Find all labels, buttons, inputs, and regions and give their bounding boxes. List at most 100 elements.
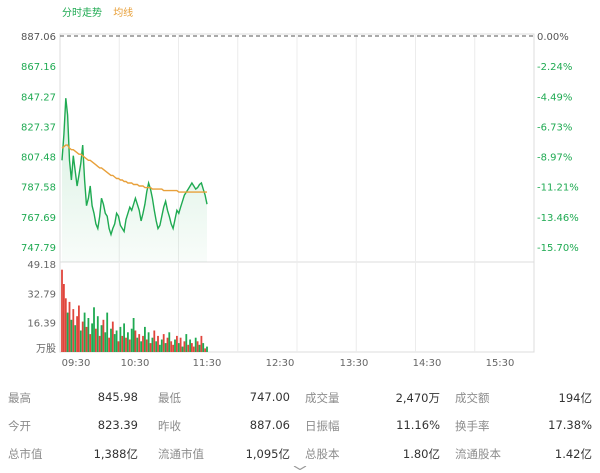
percent-tick-label: -6.73% (537, 122, 572, 133)
volume-bar (172, 344, 174, 352)
price-tick-label: 887.06 (21, 32, 56, 43)
stat-label: 最低 (158, 391, 181, 405)
legend-average: 均线 (113, 8, 134, 19)
percent-tick-label: -15.70% (537, 243, 579, 254)
stats-row: 总市值 1,388亿 流通市值 1,095亿 总股本 1.80亿 流通股本 1.… (0, 440, 600, 468)
volume-bar (117, 341, 120, 352)
volume-bar (181, 346, 184, 352)
stat-value: 845.98 (97, 390, 138, 404)
time-tick-label: 13:30 (340, 358, 369, 369)
price-tick-label: 787.58 (21, 183, 56, 194)
stat-label: 最高 (8, 391, 31, 405)
volume-bar (81, 321, 84, 352)
volume-bar (134, 330, 137, 352)
volume-bar (96, 316, 99, 352)
volume-bar (70, 319, 73, 352)
volume-bar (63, 284, 65, 352)
volume-bar (189, 339, 191, 352)
volume-bar (183, 341, 186, 352)
stat-value: 194亿 (558, 391, 592, 405)
stat-label: 成交额 (455, 391, 490, 405)
volume-bar (166, 337, 169, 352)
stats-row: 今开 823.39 昨收 887.06 日振幅 11.16% 换手率 17.38… (0, 412, 600, 440)
volume-bar (204, 348, 206, 352)
volume-bar (95, 328, 97, 352)
volume-bar (194, 337, 197, 352)
volume-bar (130, 328, 133, 352)
volume-bar (123, 323, 125, 352)
volume-bar (144, 326, 146, 352)
stat-label: 流通市值 (158, 447, 204, 461)
volume-bar (185, 334, 188, 352)
time-tick-label: 14:30 (413, 358, 442, 369)
stat-label: 昨收 (158, 419, 181, 433)
volume-bar (74, 325, 77, 352)
volume-bar (140, 341, 142, 352)
average-line (61, 144, 207, 193)
volume-bar (72, 309, 75, 352)
stat-value: 1.42亿 (554, 447, 592, 461)
volume-bar (157, 335, 159, 352)
stat-value: 747.00 (249, 390, 290, 404)
stat-value: 17.38% (548, 418, 592, 432)
volume-bar (162, 334, 165, 352)
volume-bar (153, 330, 156, 352)
volume-bar (177, 343, 180, 352)
volume-bar (149, 343, 152, 352)
volume-bar (191, 343, 193, 352)
volume-bar (187, 344, 190, 352)
expand-chevron-icon[interactable] (280, 466, 320, 470)
stat-label: 流通股本 (455, 447, 501, 461)
percent-tick-label: 0.00% (537, 32, 569, 43)
volume-bar (61, 269, 63, 352)
volume-bar (155, 341, 158, 352)
volume-bar (98, 335, 101, 352)
volume-bar (108, 337, 110, 352)
volume-bar (174, 339, 176, 352)
price-tick-label: 807.48 (21, 153, 56, 164)
volume-bar (100, 325, 103, 352)
volume-bar (145, 339, 148, 352)
volume-bar (104, 332, 107, 352)
volume-bar (176, 335, 178, 352)
volume-bar (198, 344, 201, 352)
volume-bar (83, 312, 86, 352)
volume-bar (168, 332, 171, 352)
volume-bar (102, 319, 105, 352)
volume-bar (68, 301, 71, 352)
stat-label: 总市值 (8, 447, 43, 461)
volume-bar (196, 341, 199, 352)
price-tick-label: 767.69 (21, 213, 56, 224)
volume-bar (78, 305, 80, 352)
stat-value: 2,470万 (395, 391, 440, 405)
volume-bar (115, 330, 118, 352)
price-line (61, 98, 208, 237)
stat-label: 总股本 (305, 447, 340, 461)
price-tick-label: 827.37 (21, 122, 56, 133)
stats-row: 最高 845.98 最低 747.00 成交量 2,470万 成交额 194亿 (0, 384, 600, 412)
volume-bar (132, 318, 135, 352)
stat-value: 11.16% (396, 418, 440, 432)
volume-bar (89, 334, 92, 352)
stat-value: 823.39 (97, 418, 138, 432)
volume-bar (85, 326, 88, 352)
percent-tick-label: -2.24% (537, 62, 572, 73)
volume-bar (202, 343, 205, 352)
volume-bar (206, 346, 208, 352)
percent-tick-label: -13.46% (537, 213, 579, 224)
time-tick-label: 12:30 (266, 358, 295, 369)
time-tick-label: 15:30 (486, 358, 515, 369)
volume-bar (64, 298, 67, 352)
volume-bar (110, 328, 112, 352)
volume-bar (192, 346, 195, 352)
volume-bar (142, 335, 144, 352)
volume-bar (66, 312, 69, 352)
volume-bar (119, 326, 122, 352)
percent-tick-label: -8.97% (537, 153, 572, 164)
volume-bar (200, 335, 203, 352)
stats-panel: 最高 845.98 最低 747.00 成交量 2,470万 成交额 194亿 … (0, 384, 600, 468)
stat-value: 1,095亿 (245, 447, 290, 461)
volume-bar (113, 334, 116, 352)
volume-bar (125, 337, 127, 352)
stat-value: 1,388亿 (93, 447, 138, 461)
